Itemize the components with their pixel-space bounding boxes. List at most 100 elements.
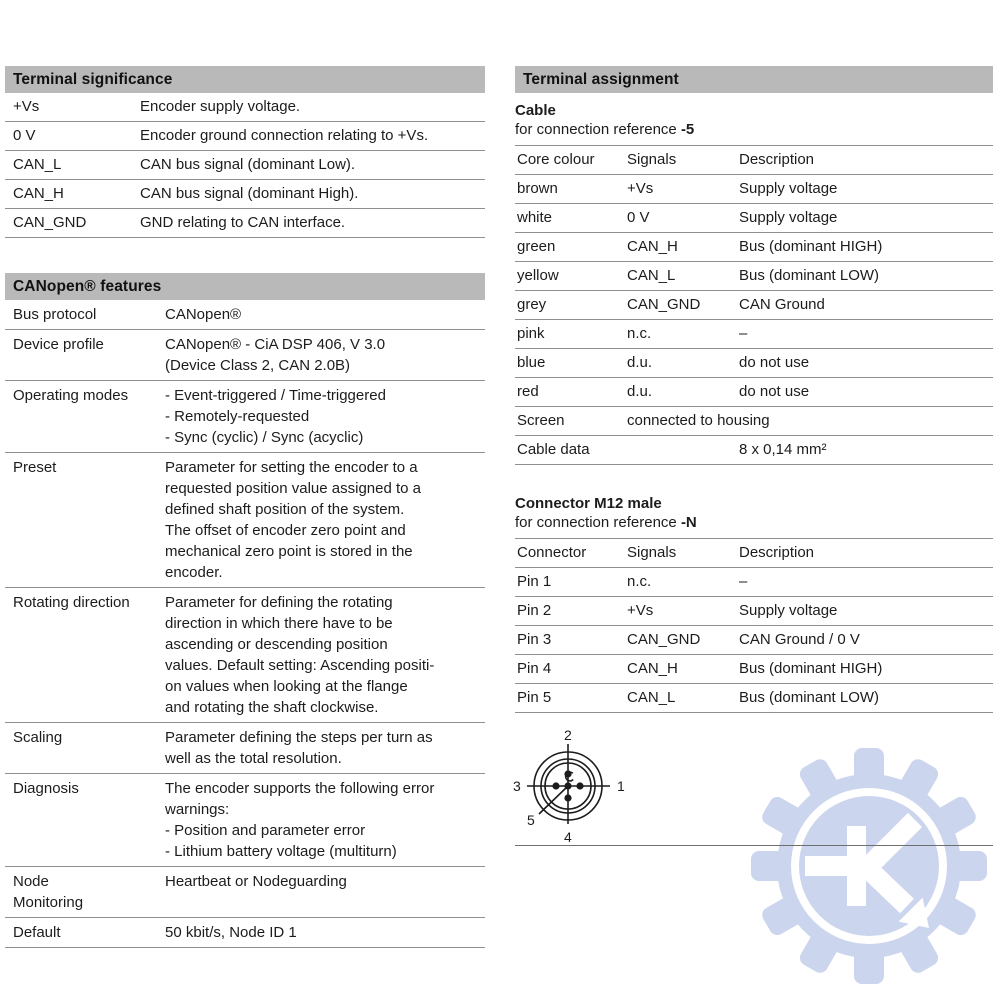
table-row: red d.u. do not use xyxy=(515,378,993,407)
col-header-connector: Connector xyxy=(517,544,587,561)
table-row: +Vs Encoder supply voltage. xyxy=(5,93,485,122)
table-row: Pin 2 +Vs Supply voltage xyxy=(515,597,993,626)
pin-label: Pin 2 xyxy=(517,602,552,619)
table-row: Rotating direction Parameter for definin… xyxy=(5,588,485,723)
description: Bus (dominant HIGH) xyxy=(739,238,883,255)
pin5-pointer-line xyxy=(538,785,569,815)
cable-table: Core colour Signals Description brown +V… xyxy=(515,145,993,465)
table-row: Pin 3 CAN_GND CAN Ground / 0 V xyxy=(515,626,993,655)
feature-label: Rotating direction xyxy=(13,594,130,611)
canopen-features-header: CANopen® features xyxy=(5,273,485,300)
pin-label: Pin 1 xyxy=(517,573,552,590)
terminal-desc: CAN bus signal (dominant High). xyxy=(140,185,359,202)
feature-label: Default xyxy=(13,924,61,941)
core-colour: white xyxy=(517,209,553,226)
pin-label: Pin 3 xyxy=(517,631,552,648)
signal: d.u. xyxy=(627,383,653,400)
description: Supply voltage xyxy=(739,209,838,226)
description: CAN Ground xyxy=(739,296,825,313)
terminal-label: CAN_H xyxy=(13,185,64,202)
table-row: grey CAN_GND CAN Ground xyxy=(515,291,993,320)
terminal-label: +Vs xyxy=(13,98,40,115)
table-row-screen: Screen connected to housing xyxy=(515,407,993,436)
table-row-cable-data: Cable data 8 x 0,14 mm² xyxy=(515,436,993,465)
cable-subtitle-text: for connection reference xyxy=(515,121,681,138)
table-row: yellow CAN_L Bus (dominant LOW) xyxy=(515,262,993,291)
cable-data-empty xyxy=(627,440,739,460)
table-row: white 0 V Supply voltage xyxy=(515,204,993,233)
core-colour: brown xyxy=(517,180,558,197)
description: Bus (dominant LOW) xyxy=(739,267,880,284)
feature-value: Parameter defining the steps per turn as… xyxy=(165,729,433,767)
terminal-desc: Encoder supply voltage. xyxy=(140,98,301,115)
terminal-significance-header: Terminal significance xyxy=(5,66,485,93)
left-column: Terminal significance +Vs Encoder supply… xyxy=(5,66,485,948)
canopen-features-section: CANopen® features Bus protocol CANopen® … xyxy=(5,273,485,948)
table-row: Bus protocol CANopen® xyxy=(5,300,485,330)
right-column: Terminal assignment Cable for connection… xyxy=(513,66,993,846)
feature-value: CANopen® xyxy=(165,306,242,323)
pin-number-3: 3 xyxy=(513,778,521,794)
feature-label: Node Monitoring xyxy=(13,873,84,911)
terminal-assignment-header: Terminal assignment xyxy=(515,66,993,93)
table-row: Default 50 kbit/s, Node ID 1 xyxy=(5,918,485,948)
feature-value: Parameter for defining the rotating dire… xyxy=(165,594,435,716)
pin-right-dot xyxy=(576,782,584,790)
connector-connection-ref: -N xyxy=(680,514,697,531)
table-row: Scaling Parameter defining the steps per… xyxy=(5,723,485,774)
col-header-signals: Signals xyxy=(627,544,677,561)
col-header-description: Description xyxy=(739,544,815,561)
table-row: green CAN_H Bus (dominant HIGH) xyxy=(515,233,993,262)
signal: CAN_H xyxy=(627,660,678,677)
description: Supply voltage xyxy=(739,180,838,197)
description: CAN Ground / 0 V xyxy=(739,631,860,648)
feature-label: Scaling xyxy=(13,729,63,746)
table-row: Operating modes - Event-triggered / Time… xyxy=(5,381,485,453)
m12-pinout-diagram: 2 1 3 4 5 xyxy=(513,727,625,845)
table-row: CAN_GND GND relating to CAN interface. xyxy=(5,209,485,238)
description: Supply voltage xyxy=(739,602,838,619)
core-colour: blue xyxy=(517,354,546,371)
pin-number-1: 1 xyxy=(617,778,625,794)
table-row: Node Monitoring Heartbeat or Nodeguardin… xyxy=(5,867,485,918)
terminal-significance-table: +Vs Encoder supply voltage. 0 V Encoder … xyxy=(5,93,485,238)
table-row: 0 V Encoder ground connection relating t… xyxy=(5,122,485,151)
signal: CAN_L xyxy=(627,267,676,284)
cable-title: Cable xyxy=(515,102,556,119)
signal: CAN_GND xyxy=(627,296,701,313)
table-row: Diagnosis The encoder supports the follo… xyxy=(5,774,485,867)
feature-label: Preset xyxy=(13,459,57,476)
col-header-description: Description xyxy=(739,151,815,168)
feature-value: CANopen® - CiA DSP 406, V 3.0 (Device Cl… xyxy=(165,336,386,374)
gear-k-watermark-logo xyxy=(751,748,987,984)
pin-label: Pin 4 xyxy=(517,660,552,677)
table-row: Device profile CANopen® - CiA DSP 406, V… xyxy=(5,330,485,381)
description: do not use xyxy=(739,354,810,371)
signal: CAN_GND xyxy=(627,631,701,648)
table-row: Preset Parameter for setting the encoder… xyxy=(5,453,485,588)
feature-label: Operating modes xyxy=(13,387,129,404)
pin-left-dot xyxy=(552,782,560,790)
table-header-row: Connector Signals Description xyxy=(515,539,993,568)
screen-value: connected to housing xyxy=(627,412,770,429)
connector-subtitle-text: for connection reference xyxy=(515,514,681,531)
feature-value: 50 kbit/s, Node ID 1 xyxy=(165,924,297,941)
core-colour: green xyxy=(517,238,556,255)
terminal-label: 0 V xyxy=(13,127,36,144)
pin-number-5: 5 xyxy=(527,812,535,828)
signal: CAN_L xyxy=(627,689,676,706)
k-arrow-icon xyxy=(805,812,929,928)
table-row: brown +Vs Supply voltage xyxy=(515,175,993,204)
description: – xyxy=(739,325,748,342)
table-row: Pin 1 n.c. – xyxy=(515,568,993,597)
table-row: CAN_L CAN bus signal (dominant Low). xyxy=(5,151,485,180)
core-colour: pink xyxy=(517,325,545,342)
feature-value: The encoder supports the following error… xyxy=(165,780,435,860)
cable-connection-ref: -5 xyxy=(680,121,695,138)
description: Bus (dominant HIGH) xyxy=(739,660,883,677)
cable-data-value: 8 x 0,14 mm² xyxy=(739,441,827,458)
terminal-desc: CAN bus signal (dominant Low). xyxy=(140,156,356,173)
connector-title: Connector M12 male xyxy=(515,495,662,512)
cable-data-label: Cable data xyxy=(517,441,590,458)
